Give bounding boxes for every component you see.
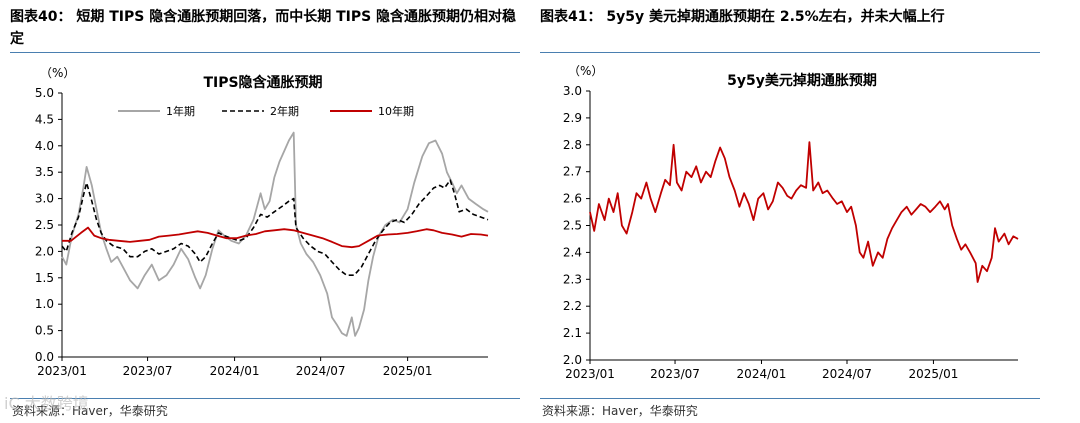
x-tick-label: 2024/07 — [296, 364, 346, 378]
figure-title: 图表40： 短期 TIPS 隐含通胀预期回落，而中长期 TIPS 隐含通胀预期仍… — [10, 9, 517, 47]
y-tick-label: 2.4 — [563, 245, 582, 259]
y-tick-label: 4.0 — [35, 139, 54, 153]
x-tick-label: 2023/07 — [650, 367, 700, 381]
y-tick-label: 2.3 — [563, 272, 582, 286]
left-figure: 图表40： 短期 TIPS 隐含通胀预期回落，而中长期 TIPS 隐含通胀预期仍… — [0, 0, 530, 423]
y-tick-label: 3.0 — [35, 192, 54, 206]
series-line-2 — [62, 226, 489, 249]
y-tick-label: 2.8 — [563, 138, 582, 152]
legend-label: 10年期 — [378, 104, 414, 118]
source-rule — [10, 398, 520, 399]
x-tick-label: 2025/01 — [383, 364, 433, 378]
y-tick-label: 2.9 — [563, 111, 582, 125]
source-note: 资料来源：Haver，华泰研究 — [12, 404, 168, 418]
legend-label: 1年期 — [166, 104, 195, 118]
right-figure: 图表41： 5y5y 美元掉期通胀预期在 2.5%左右，并未大幅上行 5y5y美… — [540, 0, 1080, 423]
y-tick-label: 0.5 — [35, 324, 54, 338]
y-tick-label: 0.0 — [35, 350, 54, 364]
y-tick-label: 3.0 — [563, 84, 582, 98]
series-line-0 — [61, 131, 489, 337]
x-tick-label: 2023/01 — [565, 367, 615, 381]
unit-label: （%） — [568, 64, 603, 78]
y-tick-label: 2.0 — [35, 244, 54, 258]
x-tick-label: 2024/07 — [822, 367, 872, 381]
source-rule — [540, 398, 1040, 399]
chart-title: TIPS隐含通胀预期 — [203, 74, 322, 91]
series-line-1 — [61, 179, 489, 276]
figure-title: 图表41： 5y5y 美元掉期通胀预期在 2.5%左右，并未大幅上行 — [540, 9, 945, 25]
swap-chart: 5y5y美元掉期通胀预期 （%） 2.0 2.1 2.2 2.3 2.4 2.5 2.6 2.7 2… — [563, 64, 1019, 381]
chart-title: 5y5y美元掉期通胀预期 — [727, 72, 877, 89]
y-tick-label: 1.0 — [35, 297, 54, 311]
x-tick-label: 2024/01 — [210, 364, 260, 378]
title-rule — [10, 52, 520, 53]
y-tick-label: 1.5 — [35, 271, 54, 285]
y-tick-label: 2.0 — [563, 353, 582, 367]
y-tick-label: 2.5 — [35, 218, 54, 232]
series-line-0 — [589, 141, 1019, 283]
source-note: 资料来源：Haver，华泰研究 — [542, 404, 698, 418]
y-tick-label: 5.0 — [35, 86, 54, 100]
tips-chart: TIPS隐含通胀预期 （%） 0.0 0.5 1.0 1.5 2.0 2.5 3.0 3.5 4.0… — [35, 66, 489, 378]
legend-label: 2年期 — [270, 104, 299, 118]
x-tick-label: 2023/01 — [37, 364, 87, 378]
y-tick-label: 3.5 — [35, 165, 54, 179]
x-tick-label: 2025/01 — [909, 367, 959, 381]
title-rule — [540, 52, 1040, 53]
y-tick-label: 2.5 — [563, 219, 582, 233]
y-tick-label: 2.1 — [563, 326, 582, 340]
y-tick-label: 2.6 — [563, 192, 582, 206]
x-tick-label: 2023/07 — [123, 364, 173, 378]
y-tick-label: 4.5 — [35, 112, 54, 126]
y-tick-label: 2.7 — [563, 165, 582, 179]
watermark-logo: iC 大数跨境 — [4, 394, 89, 413]
unit-label: （%） — [40, 66, 75, 80]
x-tick-label: 2024/01 — [737, 367, 787, 381]
y-tick-label: 2.2 — [563, 299, 582, 313]
